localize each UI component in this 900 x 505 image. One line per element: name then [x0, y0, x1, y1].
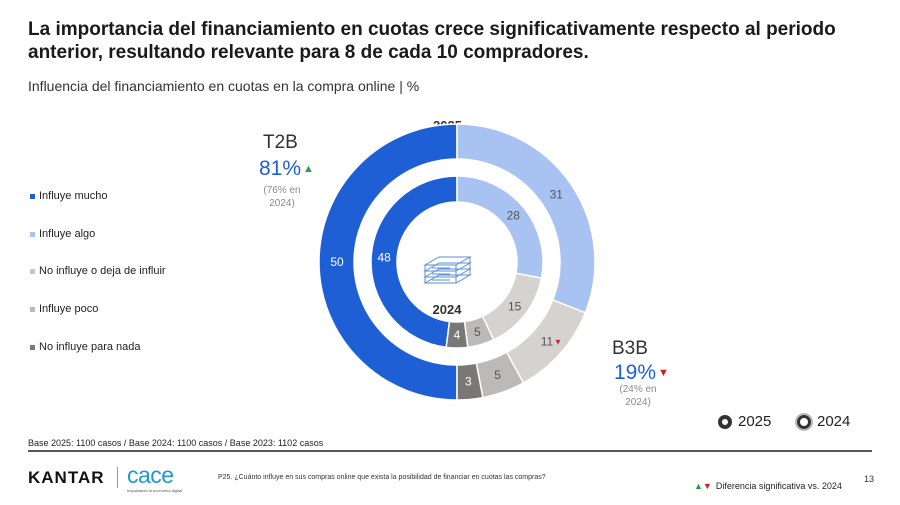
base-note: Base 2025: 1100 casos / Base 2024: 1100 …: [28, 438, 324, 448]
t2b-previous: (76% en 2024): [254, 184, 310, 210]
slice-2024-0: [370, 175, 458, 349]
down-arrow-icon: ▼: [658, 367, 669, 379]
ring-2024-icon: [797, 414, 811, 429]
page-subtitle: Influencia del financiamiento en cuotas …: [28, 78, 420, 94]
legend-label: No influye para nada: [39, 341, 141, 353]
question-note: P25. ¿Cuánto influye en sus compras onli…: [218, 474, 546, 481]
ring-legend-2025: 2025: [718, 413, 771, 430]
legend-item-nada: No influye para nada: [30, 341, 141, 353]
slice-label-2025-0: 50: [330, 255, 344, 269]
year-inner-label: 2024: [433, 302, 463, 317]
b3b-value-text: 19%: [614, 361, 657, 384]
slice-label-2024-3: 5: [474, 325, 481, 339]
slice-2025-0: [318, 123, 458, 401]
ring-legend-2024-label: 2024: [817, 413, 851, 430]
up-arrow-icon: ▲: [303, 163, 314, 175]
logo-separator: [117, 467, 118, 488]
t2b-label: T2B: [263, 132, 298, 153]
slice-label-2025-4: 3: [465, 374, 472, 388]
legend-swatch: [30, 268, 35, 274]
legend-label: Influye poco: [39, 303, 99, 315]
b3b-previous-line2: 2024): [625, 397, 651, 408]
up-arrow-icon: ▲: [694, 481, 703, 491]
slice-2024-4: [445, 320, 469, 349]
legend-swatch: [30, 193, 35, 199]
ring-2025: [318, 123, 596, 401]
cace-logo: cace: [127, 462, 174, 488]
slice-label-2024-0: 48: [377, 250, 391, 264]
slice-2025-4: [456, 362, 484, 401]
ring-2025-icon: [718, 414, 732, 429]
b3b-previous: (24% en 2024): [610, 383, 666, 409]
t2b-previous-line2: 2024): [269, 198, 295, 209]
down-arrow-icon: ▼: [702, 481, 712, 491]
legend-label: Influye mucho: [39, 190, 108, 202]
legend-item-influye-poco: Influye poco: [30, 303, 98, 315]
money-stack-icon: [423, 256, 472, 284]
legend-item-influye-algo: Influye algo: [30, 228, 95, 240]
legend-swatch: [30, 231, 35, 237]
page-number: 13: [864, 474, 875, 484]
slice-label-2024-2: 15: [508, 300, 522, 314]
legend-swatch: [30, 306, 35, 312]
slice-label-2025-3: 5: [494, 368, 501, 382]
t2b-value: 81% ▲: [259, 157, 314, 181]
legend-swatch: [30, 344, 35, 350]
page-title: La importancia del financiamiento en cuo…: [28, 19, 836, 63]
slice-label-2024-4: 4: [454, 328, 461, 342]
significance-note: ▲ ▼ Diferencia significativa vs. 2024: [694, 481, 842, 491]
cace-tagline: Impulsando la economía digital: [127, 488, 183, 493]
slice-label-2024-1: 28: [507, 208, 521, 222]
down-arrow-icon: ▼: [554, 337, 562, 346]
slice-label-2025-2: 11: [541, 334, 554, 348]
legend-label: No influye o deja de influir: [39, 265, 166, 277]
ring-2024: [370, 175, 544, 349]
t2b-previous-line1: (76% en: [263, 185, 301, 196]
ring-legend-2025-label: 2025: [738, 413, 772, 430]
slice-label-2025-1: 31: [550, 188, 564, 202]
footer-divider: [28, 450, 872, 452]
legend-item-influye-mucho: Influye mucho: [30, 190, 107, 202]
kantar-logo: KANTAR: [28, 468, 105, 487]
significance-note-text: Diferencia significativa vs. 2024: [715, 481, 842, 491]
b3b-label: B3B: [612, 338, 648, 359]
b3b-value: 19% ▼: [614, 361, 669, 385]
b3b-previous-line1: (24% en: [619, 384, 657, 395]
t2b-value-text: 81%: [259, 157, 302, 180]
legend-label: Influye algo: [39, 228, 96, 240]
ring-legend-2024: 2024: [797, 413, 850, 430]
legend-item-no-influye: No influye o deja de influir: [30, 265, 166, 277]
